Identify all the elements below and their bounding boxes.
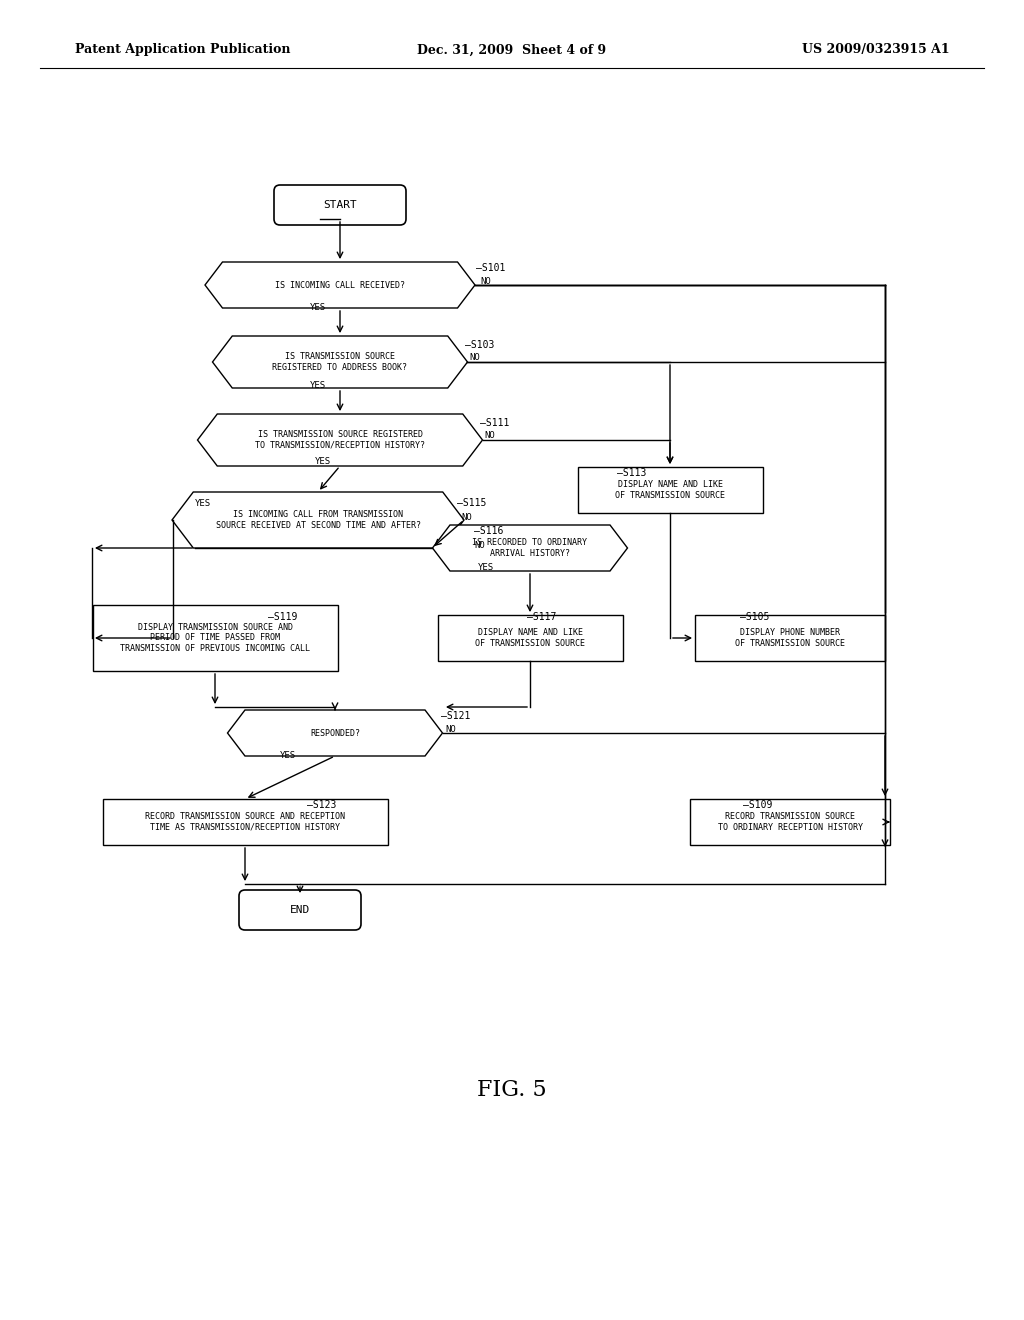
Text: Dec. 31, 2009  Sheet 4 of 9: Dec. 31, 2009 Sheet 4 of 9	[418, 44, 606, 57]
Text: DISPLAY PHONE NUMBER
OF TRANSMISSION SOURCE: DISPLAY PHONE NUMBER OF TRANSMISSION SOU…	[735, 628, 845, 648]
Polygon shape	[227, 710, 442, 756]
FancyBboxPatch shape	[690, 799, 890, 845]
Text: YES: YES	[310, 380, 326, 389]
Text: YES: YES	[280, 751, 296, 760]
Text: —S101: —S101	[476, 263, 506, 273]
Text: NO: NO	[461, 512, 472, 521]
Text: IS INCOMING CALL FROM TRANSMISSION
SOURCE RECEIVED AT SECOND TIME AND AFTER?: IS INCOMING CALL FROM TRANSMISSION SOURC…	[215, 511, 421, 529]
Text: —S123: —S123	[307, 800, 336, 810]
Text: RESPONDED?: RESPONDED?	[310, 729, 360, 738]
FancyBboxPatch shape	[92, 605, 338, 671]
Text: —S111: —S111	[480, 418, 509, 428]
Polygon shape	[172, 492, 464, 548]
Text: —S117: —S117	[527, 612, 556, 622]
Text: YES: YES	[315, 458, 331, 466]
Text: RECORD TRANSMISSION SOURCE AND RECEPTION
TIME AS TRANSMISSION/RECEPTION HISTORY: RECORD TRANSMISSION SOURCE AND RECEPTION…	[145, 812, 345, 832]
FancyBboxPatch shape	[102, 799, 387, 845]
Text: IS INCOMING CALL RECEIVED?: IS INCOMING CALL RECEIVED?	[275, 281, 406, 289]
Text: US 2009/0323915 A1: US 2009/0323915 A1	[803, 44, 950, 57]
Polygon shape	[213, 337, 468, 388]
FancyBboxPatch shape	[437, 615, 623, 661]
Text: NO: NO	[469, 354, 480, 363]
Text: —S119: —S119	[268, 612, 297, 622]
Text: YES: YES	[310, 304, 326, 313]
FancyBboxPatch shape	[239, 890, 361, 931]
Text: YES: YES	[478, 564, 495, 573]
Text: DISPLAY TRANSMISSION SOURCE AND
PERIOD OF TIME PASSED FROM
TRANSMISSION OF PREVI: DISPLAY TRANSMISSION SOURCE AND PERIOD O…	[120, 623, 310, 653]
Text: —S116: —S116	[474, 525, 504, 536]
Text: —S109: —S109	[743, 800, 772, 810]
Text: IS TRANSMISSION SOURCE
REGISTERED TO ADDRESS BOOK?: IS TRANSMISSION SOURCE REGISTERED TO ADD…	[272, 352, 408, 372]
Text: —S121: —S121	[441, 711, 470, 721]
FancyBboxPatch shape	[578, 467, 763, 513]
Text: —S115: —S115	[457, 498, 486, 508]
FancyBboxPatch shape	[695, 615, 885, 661]
Text: YES: YES	[195, 499, 211, 508]
Text: FIG. 5: FIG. 5	[477, 1078, 547, 1101]
Text: Patent Application Publication: Patent Application Publication	[75, 44, 291, 57]
Text: DISPLAY NAME AND LIKE
OF TRANSMISSION SOURCE: DISPLAY NAME AND LIKE OF TRANSMISSION SO…	[615, 480, 725, 500]
Text: —S105: —S105	[740, 612, 769, 622]
FancyBboxPatch shape	[274, 185, 406, 224]
Polygon shape	[432, 525, 628, 572]
Text: IS RECORDED TO ORDINARY
ARRIVAL HISTORY?: IS RECORDED TO ORDINARY ARRIVAL HISTORY?	[472, 539, 588, 557]
Polygon shape	[205, 261, 475, 308]
Text: NO: NO	[480, 277, 490, 286]
Text: DISPLAY NAME AND LIKE
OF TRANSMISSION SOURCE: DISPLAY NAME AND LIKE OF TRANSMISSION SO…	[475, 628, 585, 648]
Text: —S113: —S113	[617, 469, 646, 478]
Text: NO: NO	[484, 432, 495, 441]
Polygon shape	[198, 414, 482, 466]
Text: —S103: —S103	[465, 341, 495, 350]
Text: RECORD TRANSMISSION SOURCE
TO ORDINARY RECEPTION HISTORY: RECORD TRANSMISSION SOURCE TO ORDINARY R…	[718, 812, 862, 832]
Text: END: END	[290, 906, 310, 915]
Text: START: START	[324, 201, 357, 210]
Text: IS TRANSMISSION SOURCE REGISTERED
TO TRANSMISSION/RECEPTION HISTORY?: IS TRANSMISSION SOURCE REGISTERED TO TRA…	[255, 430, 425, 450]
Text: NO: NO	[445, 726, 456, 734]
Text: NO: NO	[474, 540, 484, 549]
